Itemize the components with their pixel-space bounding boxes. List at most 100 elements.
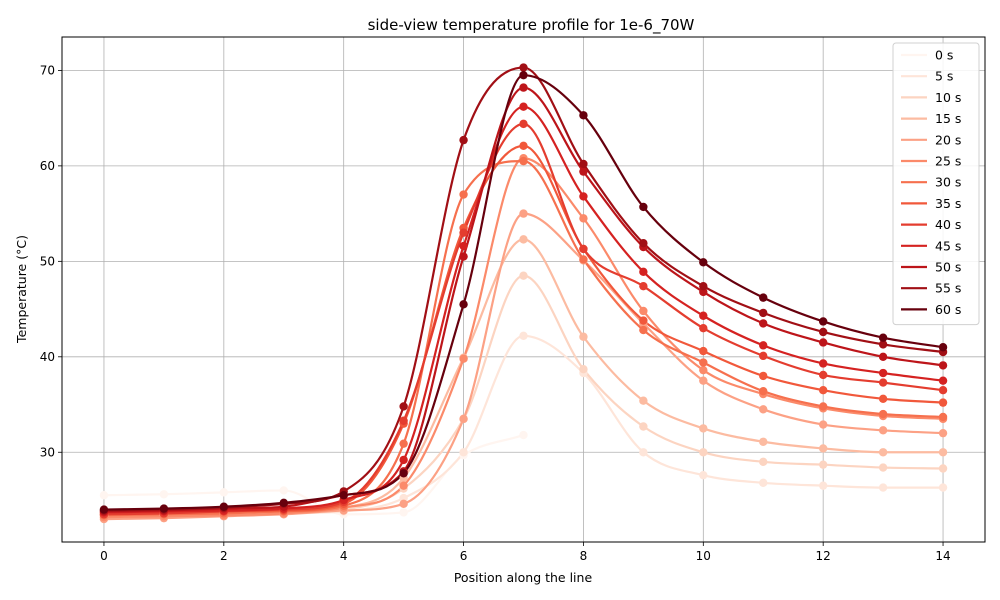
y-tick-label: 40: [40, 350, 55, 364]
data-point: [759, 293, 768, 302]
x-tick-label: 8: [580, 549, 588, 563]
data-point: [699, 323, 708, 333]
legend-label: 15 s: [935, 111, 961, 126]
data-point: [699, 376, 708, 385]
data-point: [878, 378, 888, 387]
legend-label: 50 s: [935, 260, 961, 275]
data-point: [459, 190, 468, 199]
data-point: [759, 437, 768, 446]
legend-label: 45 s: [935, 238, 961, 253]
data-point: [878, 409, 888, 419]
data-point: [878, 352, 888, 362]
data-point: [519, 209, 528, 218]
data-point: [699, 365, 708, 375]
data-point: [818, 420, 828, 429]
data-point: [878, 463, 888, 472]
data-point: [579, 255, 588, 264]
data-point: [818, 338, 828, 347]
data-point: [938, 448, 948, 457]
data-point: [219, 502, 229, 511]
data-point: [579, 365, 588, 374]
data-point: [818, 386, 828, 395]
y-axis-ticks: 30 40 50 60 70: [40, 63, 62, 459]
data-point: [759, 405, 768, 414]
data-point: [639, 267, 648, 277]
data-point: [459, 300, 468, 309]
data-point: [938, 386, 948, 395]
data-point: [339, 491, 348, 500]
x-axis-label: Position along the line: [454, 570, 593, 585]
legend-label: 35 s: [935, 196, 961, 211]
data-point: [878, 483, 888, 492]
data-point: [699, 311, 708, 320]
data-point: [878, 368, 888, 378]
plot-frame: [61, 36, 986, 543]
data-point: [519, 70, 528, 80]
series-line: [102, 274, 945, 517]
data-point: [818, 359, 828, 368]
x-tick-label: 4: [340, 549, 348, 563]
data-point: [639, 325, 648, 335]
data-point: [519, 235, 528, 244]
chart-title: side-view temperature profile for 1e-6_7…: [368, 16, 695, 35]
x-tick-label: 10: [696, 549, 711, 563]
data-point: [399, 481, 408, 490]
data-point: [459, 448, 468, 457]
data-point: [99, 491, 109, 500]
data-point: [699, 281, 708, 291]
data-point: [519, 119, 528, 129]
data-point: [878, 333, 888, 342]
x-tick-label: 14: [935, 549, 950, 563]
series-points: [99, 63, 948, 524]
legend-label: 0 s: [935, 48, 953, 63]
series-line: [102, 74, 945, 511]
data-point: [759, 371, 768, 381]
data-point: [579, 332, 588, 341]
data-point: [579, 111, 588, 120]
data-point: [399, 455, 408, 465]
data-point: [878, 448, 888, 457]
data-point: [399, 439, 408, 448]
data-point: [399, 416, 408, 425]
data-point: [399, 402, 408, 411]
data-point: [159, 490, 169, 499]
data-point: [519, 156, 528, 166]
data-point: [399, 508, 408, 517]
legend-label: 55 s: [935, 281, 961, 296]
data-point: [938, 428, 948, 438]
data-point: [639, 281, 648, 291]
data-point: [938, 398, 948, 407]
x-tick-label: 6: [460, 549, 468, 563]
data-point: [99, 505, 109, 514]
y-tick-label: 50: [40, 254, 55, 268]
legend-label: 30 s: [935, 175, 961, 190]
y-tick-label: 60: [40, 159, 55, 173]
data-point: [759, 351, 768, 361]
data-point: [699, 470, 708, 480]
data-point: [759, 457, 768, 467]
data-point: [639, 396, 648, 405]
data-point: [519, 271, 528, 280]
y-axis-label: Temperature (°C): [14, 235, 29, 344]
data-point: [459, 228, 468, 237]
data-point: [938, 412, 948, 422]
data-point: [579, 214, 588, 223]
data-point: [938, 376, 948, 385]
data-point: [519, 430, 528, 440]
data-point: [699, 346, 708, 356]
data-point: [878, 340, 888, 349]
y-tick-label: 70: [40, 63, 55, 77]
data-point: [699, 424, 708, 433]
legend-label: 5 s: [935, 69, 953, 84]
x-axis-ticks: 0 2 4 6 8 10 12 14: [100, 542, 951, 563]
data-point: [399, 499, 408, 509]
data-point: [938, 464, 948, 473]
data-point: [759, 319, 768, 328]
data-point: [399, 469, 408, 478]
data-point: [818, 370, 828, 380]
data-point: [639, 239, 648, 248]
data-point: [519, 141, 528, 151]
legend-label: 40 s: [935, 217, 961, 232]
x-tick-label: 2: [220, 549, 228, 563]
